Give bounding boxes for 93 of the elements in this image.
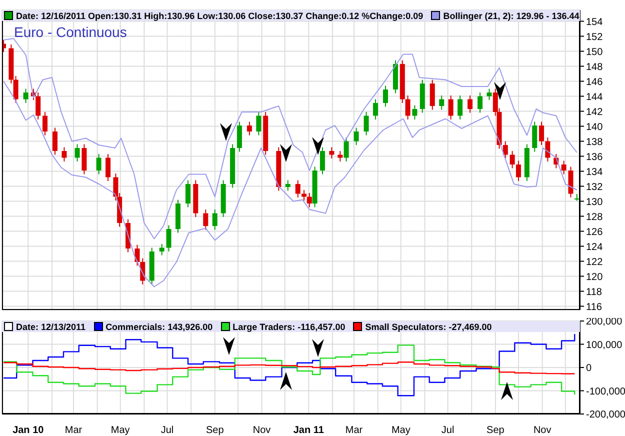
candlestick [236, 121, 242, 152]
candlestick [52, 127, 58, 156]
line-series [3, 38, 578, 240]
candlestick [502, 140, 508, 159]
candlestick [458, 95, 463, 120]
y-tick-label: 120 [586, 272, 604, 283]
y-tick-label: 154 [586, 16, 604, 28]
candlestick [96, 154, 102, 175]
candlestick [354, 127, 359, 146]
candlestick [448, 95, 454, 120]
candlestick [320, 146, 325, 175]
candlestick [212, 209, 218, 230]
line-series [3, 80, 578, 288]
x-tick-label: Jan 10 [12, 425, 44, 436]
candlestick [405, 95, 410, 120]
y-tick-label: 150 [586, 46, 604, 58]
candlestick [545, 137, 550, 162]
candlestick [62, 146, 67, 162]
candlestick [532, 121, 538, 152]
candlestick [106, 154, 111, 182]
y-tick-label: 200,000 [586, 316, 623, 328]
candlestick [486, 88, 492, 100]
annotation: Date: 12/16/2011 Open:130.31 High:130.96 Low:130.06 Close:130.37 Change:0.12 %Change:0.09 [16, 10, 424, 20]
candlestick [23, 88, 28, 104]
y-tick-label: -200,000 [586, 410, 625, 421]
y-tick-label: 140 [586, 122, 604, 133]
legend-label: Small Speculators: -27,469.00 [365, 322, 492, 332]
y-tick-label: 116 [586, 302, 602, 313]
candlestick [516, 160, 521, 182]
x-tick-label: Jan 11 [293, 425, 324, 436]
y-tick-label: 118 [586, 286, 602, 298]
y-tick-label: 132 [586, 182, 604, 193]
candlestick [285, 180, 290, 192]
y-tick-label: 130 [586, 196, 604, 208]
candlestick [439, 95, 444, 110]
candlestick [539, 121, 544, 146]
candlestick [430, 79, 435, 110]
candlestick [561, 160, 566, 175]
y-tick-label: 128 [586, 212, 604, 223]
candlestick [302, 190, 307, 201]
candlestick [42, 112, 48, 136]
candlestick [13, 76, 18, 104]
x-tick-label: Sep [486, 425, 505, 436]
x-tick-label: Mar [64, 425, 83, 436]
candlestick [329, 146, 334, 159]
y-tick-label: 100,000 [586, 340, 623, 351]
candlestick [203, 209, 208, 230]
y-tick-label: 142 [586, 106, 604, 118]
candlestick [306, 192, 312, 208]
y-tick-label: 124 [586, 242, 604, 253]
y-tick-label: 126 [586, 226, 604, 238]
candlestick [344, 137, 349, 162]
candlestick [412, 104, 418, 120]
candlestick [295, 180, 300, 198]
candlestick [338, 150, 343, 162]
y-tick-label: 138 [586, 136, 604, 148]
candlestick [82, 144, 87, 175]
candlestick [364, 112, 369, 136]
y-tick-label: 122 [586, 256, 604, 268]
candlestick [468, 95, 473, 114]
candlestick [166, 224, 172, 252]
text: Euro - Continuous [14, 24, 127, 40]
candlestick [373, 98, 378, 120]
candlestick [478, 92, 483, 114]
legend-label: Bollinger (21, 2): 129.96 - 136.44 [443, 10, 580, 20]
x-tick-label: Mar [345, 425, 364, 436]
y-tick-label: 136 [586, 152, 604, 163]
legend-label: Large Traders: -116,457.00 [232, 322, 346, 332]
candlestick [246, 121, 252, 136]
candlestick [383, 85, 388, 108]
annotation: Date: 12/13/2011 [16, 322, 86, 332]
y-tick-label: -100,000 [586, 386, 625, 398]
candlestick [134, 244, 140, 266]
x-tick-label: May [110, 425, 130, 436]
candlestick [256, 112, 262, 136]
x-tick-label: Jul [441, 425, 454, 436]
x-tick-label: Jul [160, 425, 174, 436]
y-tick-label: 0 [586, 363, 592, 374]
candlestick [159, 244, 164, 256]
y-tick-label: 144 [586, 92, 604, 103]
legend-label: Commercials: 143,926.00 [106, 322, 213, 332]
x-tick-label: Sep [206, 425, 224, 436]
y-tick-label: 146 [586, 76, 604, 88]
candlestick [74, 144, 80, 162]
candlestick [185, 180, 190, 208]
candlestick [568, 166, 574, 198]
x-tick-label: Nov [533, 425, 552, 436]
x-tick-label: Nov [252, 425, 271, 436]
y-tick-label: 134 [586, 166, 604, 178]
candlestick [510, 150, 515, 169]
x-tick-label: May [391, 425, 410, 436]
y-tick-label: 148 [586, 62, 604, 73]
y-tick-label: 152 [586, 32, 604, 43]
